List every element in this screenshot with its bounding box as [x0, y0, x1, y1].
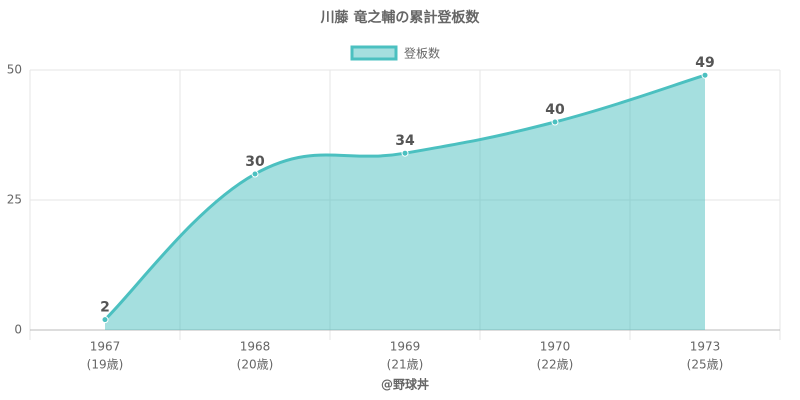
y-tick-label: 25 [7, 193, 22, 207]
x-tick-label: 1969 [390, 340, 421, 354]
chart-title: 川藤 竜之輔の累計登板数 [320, 9, 481, 26]
x-tick-label: (21歳) [387, 358, 424, 372]
x-tick-label: (22歳) [537, 358, 574, 372]
value-label: 34 [395, 133, 415, 149]
x-tick-label: 1970 [540, 340, 571, 354]
x-tick-label: (20歳) [237, 358, 274, 372]
y-tick-label: 50 [7, 63, 22, 77]
value-label: 49 [695, 55, 714, 71]
x-tick-label: 1967 [90, 340, 121, 354]
x-tick-label: 1973 [690, 340, 721, 354]
point [551, 118, 559, 126]
point [251, 170, 259, 178]
x-tick-label: 1968 [240, 340, 271, 354]
x-tick-label: (19歳) [87, 358, 124, 372]
y-tick-label: 0 [14, 323, 22, 337]
point [401, 149, 409, 157]
value-label: 30 [245, 154, 265, 170]
point [101, 316, 109, 324]
legend-swatch [350, 45, 398, 61]
point [701, 71, 709, 79]
x-axis-label: @野球丼 [381, 377, 429, 392]
value-label: 2 [100, 300, 110, 316]
legend-label: 登板数 [404, 46, 440, 61]
value-label: 40 [545, 102, 565, 118]
area [105, 75, 705, 330]
x-tick-label: (25歳) [687, 358, 724, 372]
